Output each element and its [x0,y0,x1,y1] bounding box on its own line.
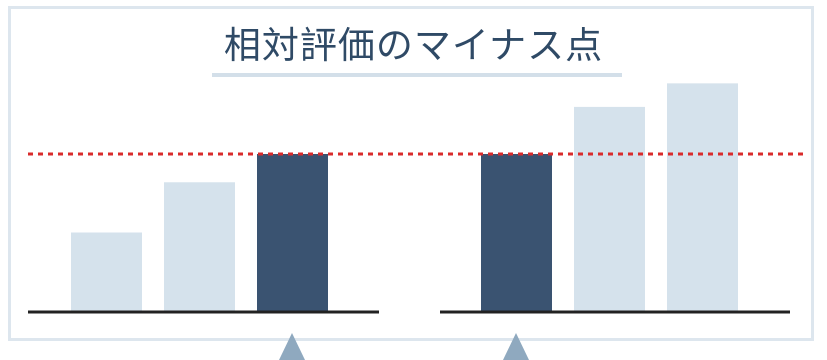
left-group [28,154,379,360]
right-group [440,83,790,360]
left-arrow-up-icon [279,333,305,360]
right-bar-3 [667,83,738,311]
right-bar-1 [481,154,552,311]
left-bar-2 [164,182,235,311]
right-bar-2 [574,107,645,311]
left-bar-3 [257,154,328,311]
right-arrow-up-icon [503,333,529,360]
left-bar-1 [71,233,142,312]
